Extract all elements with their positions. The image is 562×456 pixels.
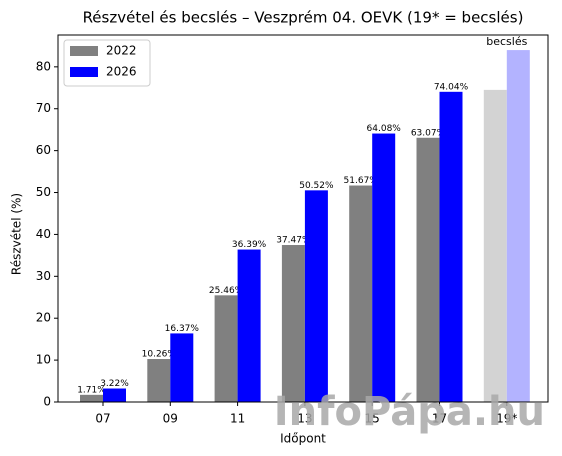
x-tick-label: 17 — [432, 412, 447, 426]
data-label: 10.26% — [142, 350, 177, 360]
data-label: 3.22% — [100, 379, 129, 389]
y-tick-label: 60 — [36, 143, 51, 157]
legend-label: 2022 — [106, 44, 137, 58]
data-label: 37.47% — [276, 236, 311, 246]
x-axis-label: Időpont — [280, 432, 326, 446]
bar — [214, 295, 238, 402]
y-tick-label: 20 — [36, 311, 51, 325]
data-label: 25.46% — [209, 286, 244, 296]
y-tick-label: 40 — [36, 227, 51, 241]
y-axis-label: Részvétel (%) — [10, 193, 24, 275]
y-tick-label: 30 — [36, 269, 51, 283]
bar — [416, 137, 440, 402]
y-tick-label: 10 — [36, 353, 51, 367]
chart-title: Részvétel és becslés – Veszprém 04. OEVK… — [83, 9, 524, 27]
data-label: 36.39% — [232, 240, 267, 250]
bar — [304, 190, 328, 402]
x-tick-label: 07 — [95, 412, 110, 426]
data-label: 51.67% — [344, 176, 379, 186]
y-tick-label: 80 — [36, 59, 51, 73]
x-tick-label: 13 — [297, 412, 312, 426]
data-label: 74.04% — [434, 82, 469, 92]
bar — [483, 89, 507, 403]
axes-frame — [57, 34, 549, 403]
bar — [80, 394, 103, 402]
bar — [237, 249, 261, 402]
legend-label: 2026 — [106, 65, 137, 79]
data-label: 64.08% — [367, 124, 402, 134]
y-tick-label: 70 — [36, 101, 51, 115]
y-tick-label: 0 — [43, 395, 51, 409]
y-tick-label: 50 — [36, 185, 51, 199]
data-label: 50.52% — [299, 181, 334, 191]
bar — [372, 133, 396, 402]
data-label: 1.71% — [77, 385, 106, 395]
bar — [103, 388, 126, 402]
x-tick-label: 19* — [496, 412, 517, 426]
bar — [506, 50, 530, 403]
data-label: 63.07% — [411, 128, 446, 138]
legend-swatch — [70, 67, 98, 77]
annotation: becslés — [486, 35, 527, 48]
x-tick-label: 11 — [230, 412, 245, 426]
legend-swatch — [70, 46, 98, 56]
data-label: 16.37% — [165, 324, 200, 334]
bar — [281, 245, 305, 402]
x-tick-label: 15 — [365, 412, 380, 426]
bar — [147, 359, 171, 402]
watermark: InfoPápa.hu — [274, 389, 545, 435]
bar — [170, 333, 194, 402]
x-tick-label: 09 — [163, 412, 178, 426]
bar — [349, 185, 373, 402]
bar — [439, 91, 463, 403]
